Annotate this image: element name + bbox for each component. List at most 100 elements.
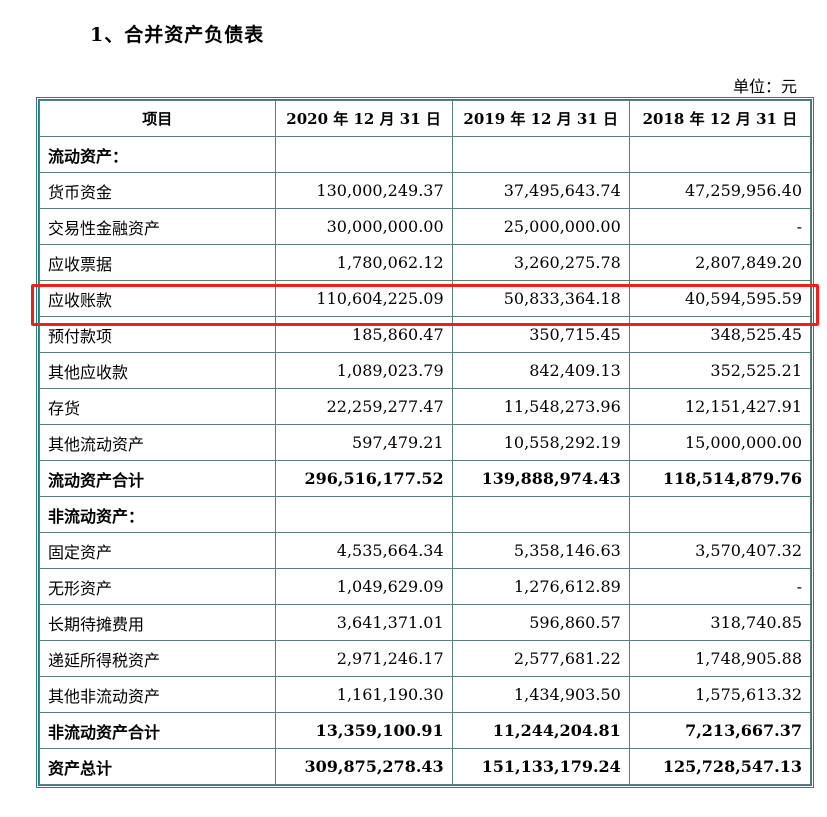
table-row: 交易性金融资产 30,000,000.00 25,000,000.00- <box>39 208 812 245</box>
value-cell: 37,495,643.74 <box>451 172 630 209</box>
table-row: 存货 22,259,277.47 11,548,273.96 12,151,427.9… <box>39 388 812 425</box>
value-cell: 151,133,179.24 <box>451 748 630 785</box>
value-cell: 3,260,275.78 <box>451 244 630 281</box>
value-cell: 4,535,664.34 <box>274 532 453 569</box>
table-row: 其他流动资产 597,479.21 10,558,292.19 15,000,000.… <box>39 424 812 461</box>
value-cell <box>274 136 453 173</box>
value-cell: 12,151,427.91 <box>628 388 812 425</box>
value-cell: 50,833,364.18 <box>451 280 630 317</box>
value-cell <box>628 496 812 533</box>
table-header-row: 项目 2020 年 12 月 31 日 2019 年 12 月 31 日 201… <box>39 100 812 137</box>
table-row: 应收账款 110,604,225.09 50,833,364.18 40,594,59… <box>39 280 812 317</box>
row-label: 交易性金融资产 <box>39 208 276 245</box>
value-cell <box>451 496 630 533</box>
value-cell: 296,516,177.52 <box>274 460 453 497</box>
balance-sheet-table: 项目 2020 年 12 月 31 日 2019 年 12 月 31 日 201… <box>39 100 812 785</box>
row-label: 流动资产： <box>39 136 276 173</box>
table-row: 流动资产： <box>39 136 812 173</box>
value-cell: 15,000,000.00 <box>628 424 812 461</box>
table-row: 预付款项 185,860.47 350,715.45 348,525.45 <box>39 316 812 353</box>
value-cell: 1,089,023.79 <box>274 352 453 389</box>
table-body: 流动资产： 货币资金 130,000,249.37 37,495,643.74 47,2… <box>39 136 812 785</box>
value-cell: 1,276,612.89 <box>451 568 630 605</box>
value-cell: 139,888,974.43 <box>451 460 630 497</box>
table-row: 递延所得税资产 2,971,246.17 2,577,681.22 1,748,905… <box>39 640 812 677</box>
table-row: 流动资产合计 296,516,177.52 139,888,974.43 118,51… <box>39 460 812 497</box>
value-cell: 47,259,956.40 <box>628 172 812 209</box>
value-cell: 3,570,407.32 <box>628 532 812 569</box>
value-cell: 3,641,371.01 <box>274 604 453 641</box>
row-label: 固定资产 <box>39 532 276 569</box>
value-cell: 130,000,249.37 <box>274 172 453 209</box>
value-cell: 2,577,681.22 <box>451 640 630 677</box>
table-row: 资产总计 309,875,278.43 151,133,179.24 125,728,… <box>39 748 812 785</box>
header-2019: 2019 年 12 月 31 日 <box>451 100 630 137</box>
value-cell: 185,860.47 <box>274 316 453 353</box>
value-cell: 348,525.45 <box>628 316 812 353</box>
value-cell: 22,259,277.47 <box>274 388 453 425</box>
table-row: 其他应收款 1,089,023.79 842,409.13 352,525.21 <box>39 352 812 389</box>
value-cell: 2,807,849.20 <box>628 244 812 281</box>
row-label: 无形资产 <box>39 568 276 605</box>
value-cell <box>628 136 812 173</box>
value-cell: 13,359,100.91 <box>274 712 453 749</box>
value-cell: 1,748,905.88 <box>628 640 812 677</box>
row-label: 其他应收款 <box>39 352 276 389</box>
value-cell: 1,161,190.30 <box>274 676 453 713</box>
value-cell: 125,728,547.13 <box>628 748 812 785</box>
row-label: 流动资产合计 <box>39 460 276 497</box>
table-row: 长期待摊费用 3,641,371.01 596,860.57 318,740.85 <box>39 604 812 641</box>
header-2020: 2020 年 12 月 31 日 <box>274 100 453 137</box>
value-cell <box>451 136 630 173</box>
value-cell: 11,244,204.81 <box>451 712 630 749</box>
row-label: 存货 <box>39 388 276 425</box>
value-cell: 5,358,146.63 <box>451 532 630 569</box>
table-row: 非流动资产： <box>39 496 812 533</box>
row-label: 资产总计 <box>39 748 276 785</box>
row-label: 货币资金 <box>39 172 276 209</box>
value-cell: 1,780,062.12 <box>274 244 453 281</box>
value-cell: 40,594,595.59 <box>628 280 812 317</box>
row-label: 其他非流动资产 <box>39 676 276 713</box>
value-cell: 350,715.45 <box>451 316 630 353</box>
balance-sheet-table-frame: 项目 2020 年 12 月 31 日 2019 年 12 月 31 日 201… <box>36 97 814 788</box>
table-row: 固定资产 4,535,664.34 5,358,146.63 3,570,407.32 <box>39 532 812 569</box>
value-cell: 596,860.57 <box>451 604 630 641</box>
row-label: 预付款项 <box>39 316 276 353</box>
value-cell: 1,575,613.32 <box>628 676 812 713</box>
value-cell: 597,479.21 <box>274 424 453 461</box>
value-cell: 7,213,667.37 <box>628 712 812 749</box>
header-item: 项目 <box>39 100 276 137</box>
table-row: 货币资金 130,000,249.37 37,495,643.74 47,259,95… <box>39 172 812 209</box>
value-cell: 10,558,292.19 <box>451 424 630 461</box>
row-label: 非流动资产： <box>39 496 276 533</box>
unit-label: 单位：元 <box>732 77 797 96</box>
value-cell: - <box>628 568 812 605</box>
row-label: 应收账款 <box>39 280 276 317</box>
value-cell: 2,971,246.17 <box>274 640 453 677</box>
value-cell: 11,548,273.96 <box>451 388 630 425</box>
table-row: 非流动资产合计 13,359,100.91 11,244,204.81 7,213,6… <box>39 712 812 749</box>
document-heading: 1、合并资产负债表 <box>90 24 265 46</box>
value-cell: 318,740.85 <box>628 604 812 641</box>
table-row: 其他非流动资产 1,161,190.30 1,434,903.50 1,575,613… <box>39 676 812 713</box>
header-2018: 2018 年 12 月 31 日 <box>628 100 812 137</box>
table-row: 无形资产 1,049,629.09 1,276,612.89- <box>39 568 812 605</box>
value-cell: 1,434,903.50 <box>451 676 630 713</box>
table-row: 应收票据 1,780,062.12 3,260,275.78 2,807,849.20 <box>39 244 812 281</box>
row-label: 递延所得税资产 <box>39 640 276 677</box>
row-label: 非流动资产合计 <box>39 712 276 749</box>
row-label: 其他流动资产 <box>39 424 276 461</box>
value-cell <box>274 496 453 533</box>
value-cell: 1,049,629.09 <box>274 568 453 605</box>
value-cell: 842,409.13 <box>451 352 630 389</box>
value-cell: - <box>628 208 812 245</box>
value-cell: 118,514,879.76 <box>628 460 812 497</box>
row-label: 长期待摊费用 <box>39 604 276 641</box>
value-cell: 110,604,225.09 <box>274 280 453 317</box>
value-cell: 25,000,000.00 <box>451 208 630 245</box>
value-cell: 352,525.21 <box>628 352 812 389</box>
value-cell: 30,000,000.00 <box>274 208 453 245</box>
value-cell: 309,875,278.43 <box>274 748 453 785</box>
row-label: 应收票据 <box>39 244 276 281</box>
